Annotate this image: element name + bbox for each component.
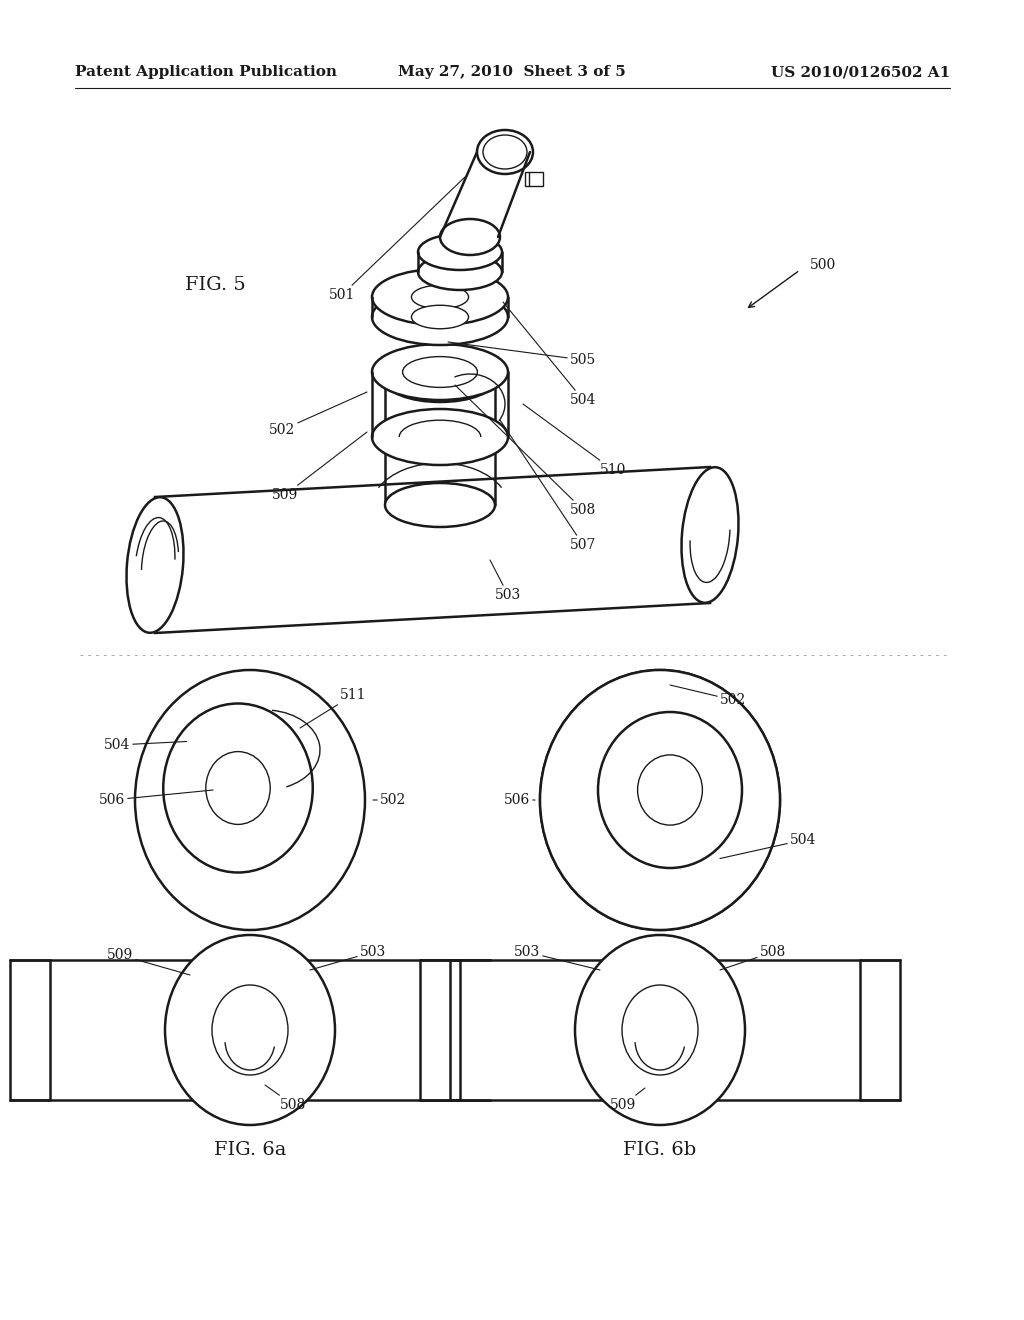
Ellipse shape bbox=[410, 368, 470, 392]
Ellipse shape bbox=[418, 253, 502, 290]
Ellipse shape bbox=[483, 135, 527, 169]
Ellipse shape bbox=[575, 935, 745, 1125]
Text: FIG. 6b: FIG. 6b bbox=[624, 1140, 696, 1159]
Ellipse shape bbox=[212, 985, 288, 1074]
Ellipse shape bbox=[372, 269, 508, 325]
Ellipse shape bbox=[165, 935, 335, 1125]
Text: 510: 510 bbox=[523, 404, 627, 477]
Ellipse shape bbox=[372, 409, 508, 465]
Text: 503: 503 bbox=[310, 945, 386, 970]
Ellipse shape bbox=[163, 704, 312, 873]
Text: 504: 504 bbox=[503, 302, 596, 407]
Ellipse shape bbox=[385, 483, 495, 527]
Text: US 2010/0126502 A1: US 2010/0126502 A1 bbox=[771, 65, 950, 79]
Ellipse shape bbox=[622, 985, 698, 1074]
Text: 505: 505 bbox=[449, 342, 596, 367]
Text: 504: 504 bbox=[720, 833, 816, 858]
Ellipse shape bbox=[135, 671, 365, 931]
Polygon shape bbox=[155, 467, 710, 634]
Ellipse shape bbox=[385, 358, 495, 403]
Text: May 27, 2010  Sheet 3 of 5: May 27, 2010 Sheet 3 of 5 bbox=[398, 65, 626, 79]
Text: 502: 502 bbox=[268, 392, 367, 437]
Ellipse shape bbox=[418, 234, 502, 271]
Text: 502: 502 bbox=[373, 793, 407, 807]
Text: 506: 506 bbox=[504, 793, 535, 807]
Text: 503: 503 bbox=[490, 560, 521, 602]
Ellipse shape bbox=[540, 671, 780, 931]
Text: 501: 501 bbox=[329, 177, 465, 302]
Ellipse shape bbox=[372, 289, 508, 345]
Text: 507: 507 bbox=[500, 420, 596, 552]
Text: 508: 508 bbox=[720, 945, 786, 970]
Ellipse shape bbox=[477, 129, 534, 174]
Ellipse shape bbox=[412, 285, 469, 309]
Ellipse shape bbox=[402, 356, 477, 387]
Ellipse shape bbox=[598, 711, 742, 869]
Text: 500: 500 bbox=[810, 257, 837, 272]
Text: 508: 508 bbox=[455, 385, 596, 517]
Text: 508: 508 bbox=[265, 1085, 306, 1111]
Text: FIG. 5: FIG. 5 bbox=[185, 276, 246, 294]
Ellipse shape bbox=[638, 755, 702, 825]
Text: 503: 503 bbox=[514, 945, 600, 970]
Ellipse shape bbox=[540, 671, 780, 931]
Text: 502: 502 bbox=[670, 685, 746, 708]
Text: Patent Application Publication: Patent Application Publication bbox=[75, 65, 337, 79]
Ellipse shape bbox=[682, 467, 738, 603]
Bar bbox=[10, 960, 490, 1100]
Bar bbox=[525, 172, 543, 186]
Text: 509: 509 bbox=[610, 1088, 645, 1111]
Ellipse shape bbox=[412, 305, 469, 329]
Text: 509: 509 bbox=[106, 948, 190, 975]
Text: 511: 511 bbox=[300, 688, 367, 729]
Ellipse shape bbox=[206, 751, 270, 825]
Bar bbox=[420, 960, 900, 1100]
Ellipse shape bbox=[127, 498, 183, 632]
Text: FIG. 6a: FIG. 6a bbox=[214, 1140, 286, 1159]
Ellipse shape bbox=[440, 219, 500, 255]
Ellipse shape bbox=[372, 345, 508, 400]
Text: 504: 504 bbox=[103, 738, 186, 752]
Text: 509: 509 bbox=[271, 432, 367, 502]
Text: 506: 506 bbox=[98, 789, 213, 807]
